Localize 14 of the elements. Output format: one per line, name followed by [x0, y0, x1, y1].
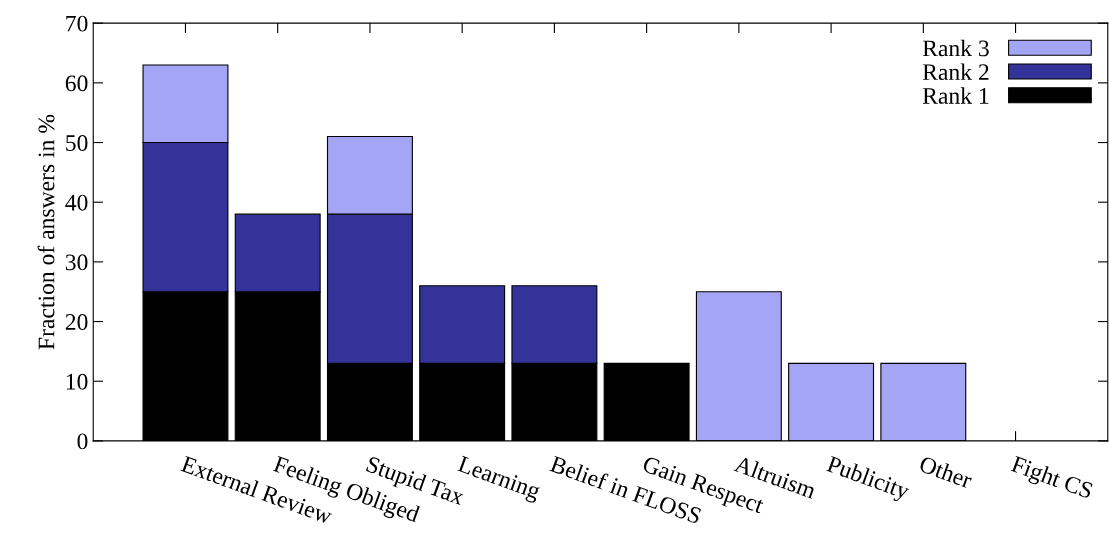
- y-tick-label: 30: [65, 254, 88, 271]
- y-tick-label: 50: [66, 135, 88, 151]
- y-tick-label: 70: [66, 15, 88, 32]
- legend-label: Rank 3: [922, 39, 989, 57]
- legend-label: Rank 1: [922, 87, 989, 104]
- y-tick-label: 40: [65, 194, 88, 211]
- y-tick-label: 20: [65, 314, 88, 330]
- y-axis-title: Fraction of answers in %: [37, 114, 55, 350]
- y-tick-label: 10: [66, 373, 88, 390]
- x-tick-label: Other: [918, 455, 974, 489]
- y-tick-label: 60: [65, 75, 88, 92]
- y-tick-label: 0: [77, 433, 88, 450]
- x-tick-label: Fight CS: [1008, 455, 1094, 504]
- legend-label: Rank 2: [922, 63, 989, 81]
